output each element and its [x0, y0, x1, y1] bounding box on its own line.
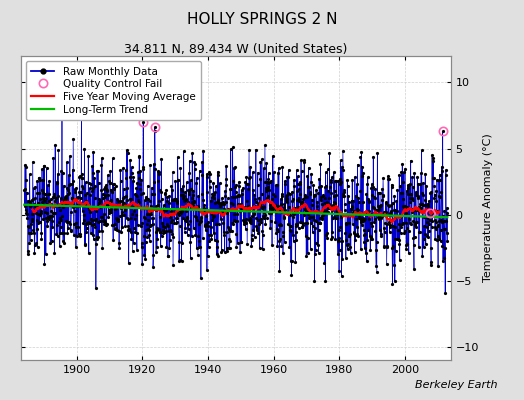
Text: HOLLY SPRINGS 2 N: HOLLY SPRINGS 2 N — [187, 12, 337, 27]
Text: Berkeley Earth: Berkeley Earth — [416, 380, 498, 390]
Title: 34.811 N, 89.434 W (United States): 34.811 N, 89.434 W (United States) — [124, 43, 347, 56]
Legend: Raw Monthly Data, Quality Control Fail, Five Year Moving Average, Long-Term Tren: Raw Monthly Data, Quality Control Fail, … — [26, 61, 201, 120]
Y-axis label: Temperature Anomaly (°C): Temperature Anomaly (°C) — [483, 134, 493, 282]
